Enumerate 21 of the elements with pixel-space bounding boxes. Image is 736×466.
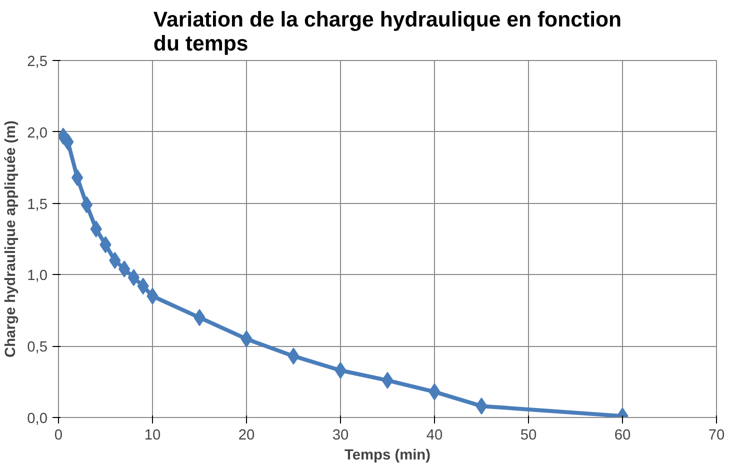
point [128, 269, 140, 286]
y-tick-label: 2,0 [27, 125, 48, 142]
x-tick-label: 20 [238, 428, 255, 444]
x-tick-label: 10 [144, 428, 161, 444]
x-tick-label: 0 [54, 428, 63, 444]
y-tick-label: 0,0 [27, 411, 48, 427]
y-tick-label: 1,5 [27, 196, 48, 213]
y-tick-label: 2,5 [27, 54, 48, 70]
x-tick-label: 30 [332, 428, 349, 444]
y-tick-label: 1,0 [27, 268, 48, 284]
x-tick-label: 70 [708, 428, 725, 444]
point [80, 196, 93, 214]
x-tick-label: 40 [426, 428, 443, 444]
point [118, 260, 130, 278]
x-axis-title: Temps (min) [344, 448, 431, 464]
y-axis-title: Charge hydraulique appliquée (m) [3, 120, 20, 358]
x-tick-label: 60 [614, 428, 631, 444]
y-tick-label: 0,5 [27, 340, 48, 356]
point [71, 169, 84, 186]
x-tick-label: 50 [520, 428, 537, 444]
chart-title: Variation de la charge hydraulique en fonction du temps [153, 8, 622, 56]
